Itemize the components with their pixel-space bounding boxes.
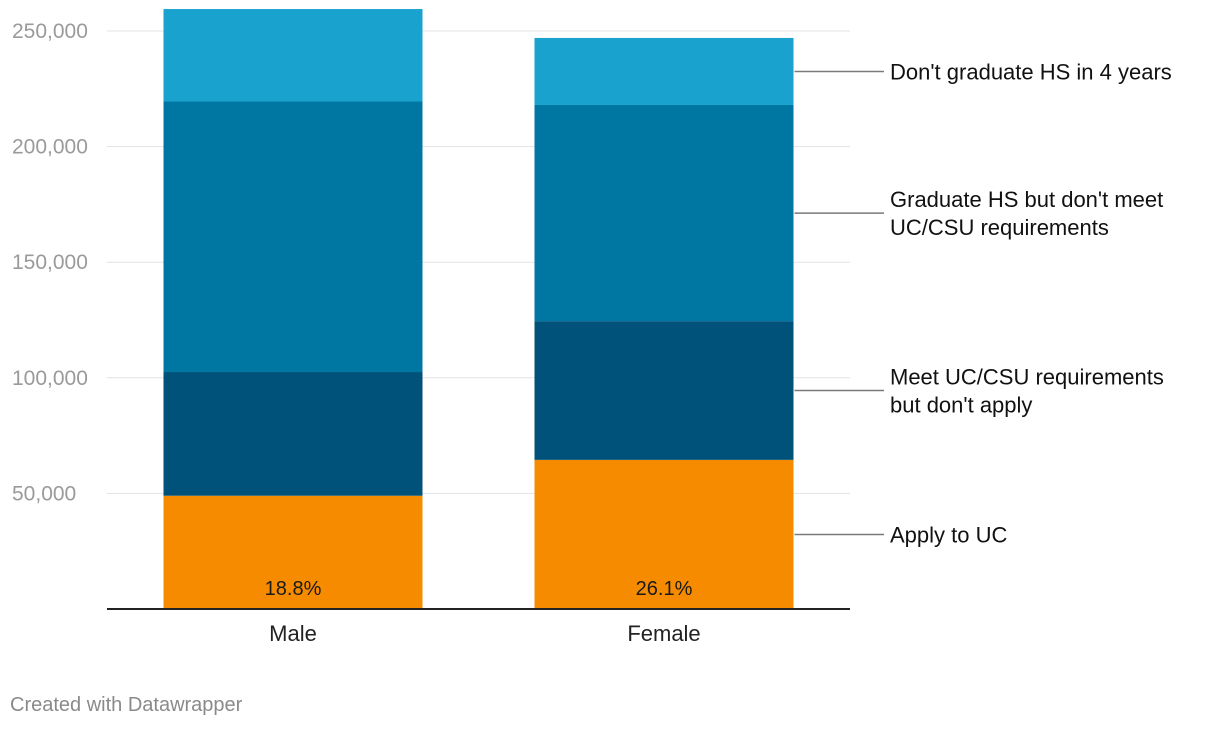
bar-female-series-0 xyxy=(534,459,794,609)
bar-female-series-1 xyxy=(534,321,794,460)
bar-male-series-2 xyxy=(163,101,423,373)
chart-canvas: 50,000 100,000 150,000 200,000 250,000 18.8% 2… xyxy=(12,9,1172,646)
bar-male-series-1 xyxy=(163,372,423,496)
bar-male-series-3 xyxy=(163,9,423,102)
bar-female-series-3 xyxy=(534,37,794,105)
legend-label: Don't graduate HS in 4 years xyxy=(890,59,1172,84)
y-tick-label: 250,000 xyxy=(12,20,88,43)
y-tick-label: 150,000 xyxy=(12,251,88,274)
legend-label: Meet UC/CSU requirements xyxy=(890,365,1164,390)
data-label: 26.1% xyxy=(636,578,693,600)
x-tick-label: Male xyxy=(269,621,317,646)
datawrapper-credit: Created with Datawrapper xyxy=(10,694,243,716)
legend-label: but don't apply xyxy=(890,393,1032,418)
y-tick-label: 200,000 xyxy=(12,136,88,159)
legend-label: UC/CSU requirements xyxy=(890,215,1109,240)
x-tick-label: Female xyxy=(627,621,700,646)
bar-female-series-2 xyxy=(534,104,794,322)
y-tick-label: 100,000 xyxy=(12,367,88,390)
y-tick-label: 50,000 xyxy=(12,482,76,505)
legend-label: Apply to UC xyxy=(890,522,1007,547)
legend-label: Graduate HS but don't meet xyxy=(890,187,1163,212)
data-label: 18.8% xyxy=(265,578,322,600)
bar-male-series-0 xyxy=(163,495,423,609)
